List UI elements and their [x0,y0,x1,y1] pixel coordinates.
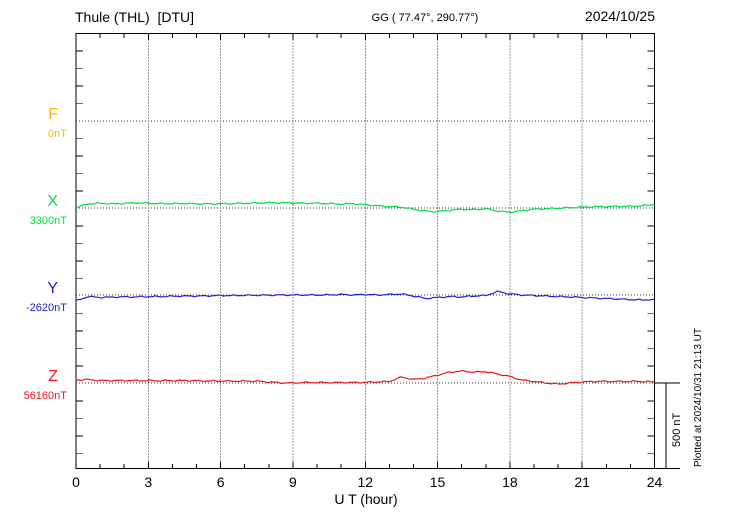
station-coordinates: GG ( 77.47°, 290.77°) [371,12,479,24]
station-title: Thule (THL) [DTU] [75,9,195,25]
x-tick-label: 18 [502,474,518,490]
channel-letter-y: Y [47,280,58,297]
channel-offset-x: 3300nT [29,215,67,227]
channel-letter-z: Z [48,368,58,385]
channel-offset-z: 56160nT [23,390,67,402]
x-tick-label: 3 [144,474,153,490]
x-tick-label: 12 [357,474,374,490]
x-axis-title: U T (hour) [334,491,398,507]
trace-z [75,369,655,385]
channel-offset-f: 0nT [48,128,67,140]
x-tick-label: 0 [72,474,80,490]
plot-date: 2024/10/25 [584,8,655,24]
plotted-timestamp-note: Plotted at 2024/10/31 21:13 UT [693,328,704,467]
x-tick-label: 9 [289,474,297,490]
x-tick-label: 21 [574,474,590,490]
channel-letter-x: X [47,193,58,210]
x-tick-label: 6 [216,474,225,490]
x-tick-label: 24 [646,474,663,490]
x-tick-label: 15 [429,474,446,490]
channel-offset-y: -2620nT [26,302,67,314]
trace-x [75,201,655,214]
scale-bar-label: 500 nT [671,412,683,447]
trace-y [75,290,655,301]
channel-letter-f: F [48,106,58,123]
